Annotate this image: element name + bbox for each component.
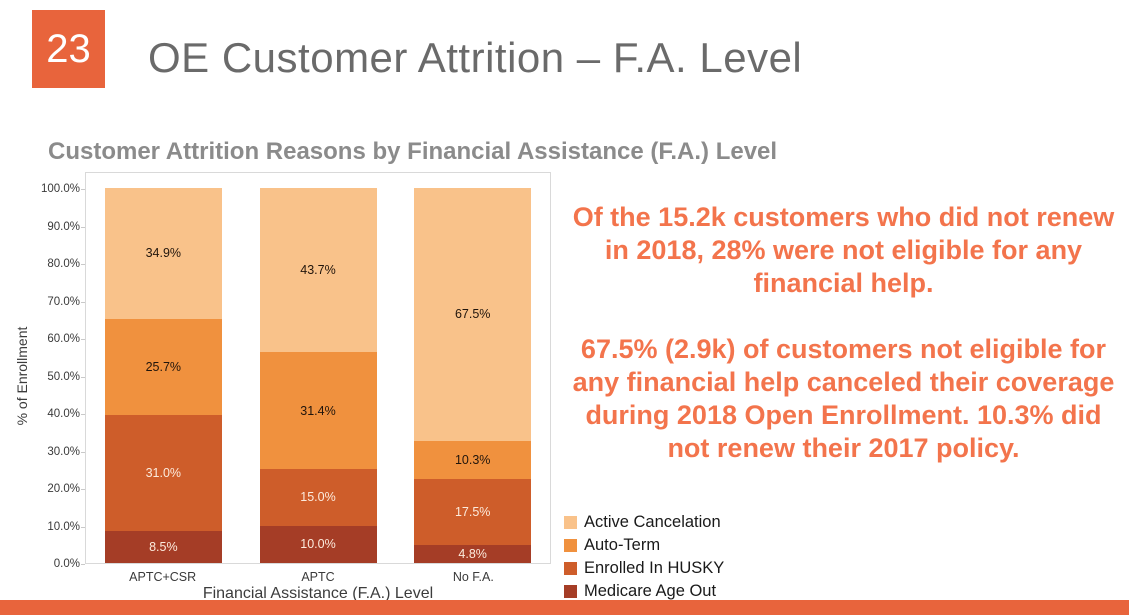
bar-slot: 10.0% 15.0% 31.4% 43.7%: [241, 188, 396, 563]
legend-item: Medicare Age Out: [564, 580, 724, 603]
bar-segment: 10.3%: [414, 440, 532, 480]
chart-title: Customer Attrition Reasons by Financial …: [48, 138, 778, 165]
legend-swatch: [564, 516, 577, 529]
callout-paragraph-1: Of the 15.2k customers who did not renew…: [572, 202, 1115, 298]
bottom-accent-bar: [0, 600, 1129, 615]
y-tick-label: 10.0%: [47, 520, 80, 533]
bar-segment-label: 10.0%: [300, 537, 336, 552]
y-tick-mark: [81, 339, 85, 340]
plot-area: 8.5% 31.0% 25.7% 34.9% 10.0% 15.0% 31.4% 43.7% 4…: [85, 172, 551, 564]
stacked-bar-APTC+CSR: 8.5% 31.0% 25.7% 34.9%: [104, 187, 222, 563]
bar-slot: 4.8% 17.5% 10.3% 67.5%: [395, 187, 550, 563]
y-tick-mark: [81, 376, 85, 378]
y-tick-label: 0.0%: [53, 558, 80, 570]
bar-segment: 67.5%: [414, 187, 532, 441]
bar-segment-label: 4.8%: [458, 547, 487, 561]
x-tick-label: APTC+CSR: [129, 570, 197, 584]
legend-item: Auto-Term: [564, 534, 724, 557]
bar-segment-label: 10.3%: [454, 453, 491, 468]
bar-segment: 10.0%: [259, 525, 377, 563]
slide-number-badge: 23: [32, 10, 105, 88]
callout-paragraph-2: 67.5% (2.9k) of customers not eligible f…: [572, 334, 1115, 463]
legend-label: Enrolled In HUSKY: [584, 559, 725, 577]
legend-swatch: [564, 539, 577, 552]
bar-segment: 34.9%: [104, 187, 222, 319]
bar-segment: 43.7%: [259, 188, 377, 352]
bar-segment: 4.8%: [414, 545, 532, 563]
y-tick-label: 50.0%: [47, 370, 80, 383]
y-tick-label: 60.0%: [47, 333, 80, 345]
y-tick-mark: [81, 489, 85, 490]
y-tick-mark: [81, 189, 85, 190]
legend-item: Enrolled In HUSKY: [564, 557, 724, 580]
stacked-bars: 8.5% 31.0% 25.7% 34.9% 10.0% 15.0% 31.4% 43.7% 4…: [86, 187, 550, 563]
bar-segment: 15.0%: [259, 469, 377, 526]
y-tick-label: 80.0%: [47, 258, 80, 270]
y-tick-mark: [81, 301, 85, 303]
bar-slot: 8.5% 31.0% 25.7% 34.9%: [86, 187, 241, 563]
bar-segment-label: 25.7%: [145, 359, 182, 374]
bar-segment: 31.4%: [259, 351, 377, 470]
y-tick-label: 100.0%: [40, 183, 80, 195]
bar-segment: 8.5%: [104, 531, 222, 563]
slide-title: OE Customer Attrition – F.A. Level: [148, 34, 803, 81]
bar-segment-label: 34.9%: [145, 246, 182, 261]
stacked-bar-APTC: 10.0% 15.0% 31.4% 43.7%: [259, 188, 377, 563]
bar-segment: 31.0%: [104, 415, 222, 532]
y-tick-mark: [81, 226, 85, 228]
callout-text-block: Of the 15.2k customers who did not renew…: [567, 201, 1120, 498]
legend-swatch: [564, 562, 577, 575]
stacked-bar-No F.A.: 4.8% 17.5% 10.3% 67.5%: [414, 187, 532, 563]
bar-segment-label: 15.0%: [300, 490, 336, 505]
y-tick-label: 20.0%: [47, 483, 80, 495]
y-tick-mark: [81, 451, 85, 453]
chart-legend: Active Cancelation Auto-Term Enrolled In H…: [564, 511, 724, 603]
y-tick-mark: [81, 564, 85, 565]
bar-segment-label: 31.4%: [300, 403, 336, 418]
bar-segment-label: 17.5%: [454, 505, 491, 520]
bar-segment-label: 8.5%: [149, 540, 178, 555]
legend-label: Active Cancelation: [584, 513, 721, 531]
y-tick-mark: [81, 264, 85, 265]
bar-segment-label: 31.0%: [145, 466, 182, 481]
x-axis-tick-labels: APTC+CSR APTC No F.A.: [85, 570, 551, 584]
y-tick-label: 30.0%: [47, 445, 80, 458]
legend-label: Auto-Term: [584, 536, 661, 554]
legend-item: Active Cancelation: [564, 511, 724, 534]
x-axis-title: Financial Assistance (F.A.) Level: [202, 585, 434, 602]
y-tick-label: 40.0%: [47, 408, 80, 420]
bar-segment: 17.5%: [414, 479, 532, 546]
x-tick-label: No F.A.: [452, 570, 494, 584]
legend-swatch: [564, 585, 577, 598]
legend-label: Medicare Age Out: [584, 582, 717, 600]
bar-segment-label: 43.7%: [300, 262, 336, 277]
y-tick-mark: [81, 526, 85, 528]
y-tick-label: 90.0%: [47, 220, 80, 233]
y-tick-label: 70.0%: [47, 295, 80, 308]
bar-segment-label: 67.5%: [454, 307, 491, 322]
bar-segment: 25.7%: [104, 318, 222, 416]
y-tick-mark: [81, 414, 85, 415]
x-tick-label: APTC: [301, 570, 335, 584]
